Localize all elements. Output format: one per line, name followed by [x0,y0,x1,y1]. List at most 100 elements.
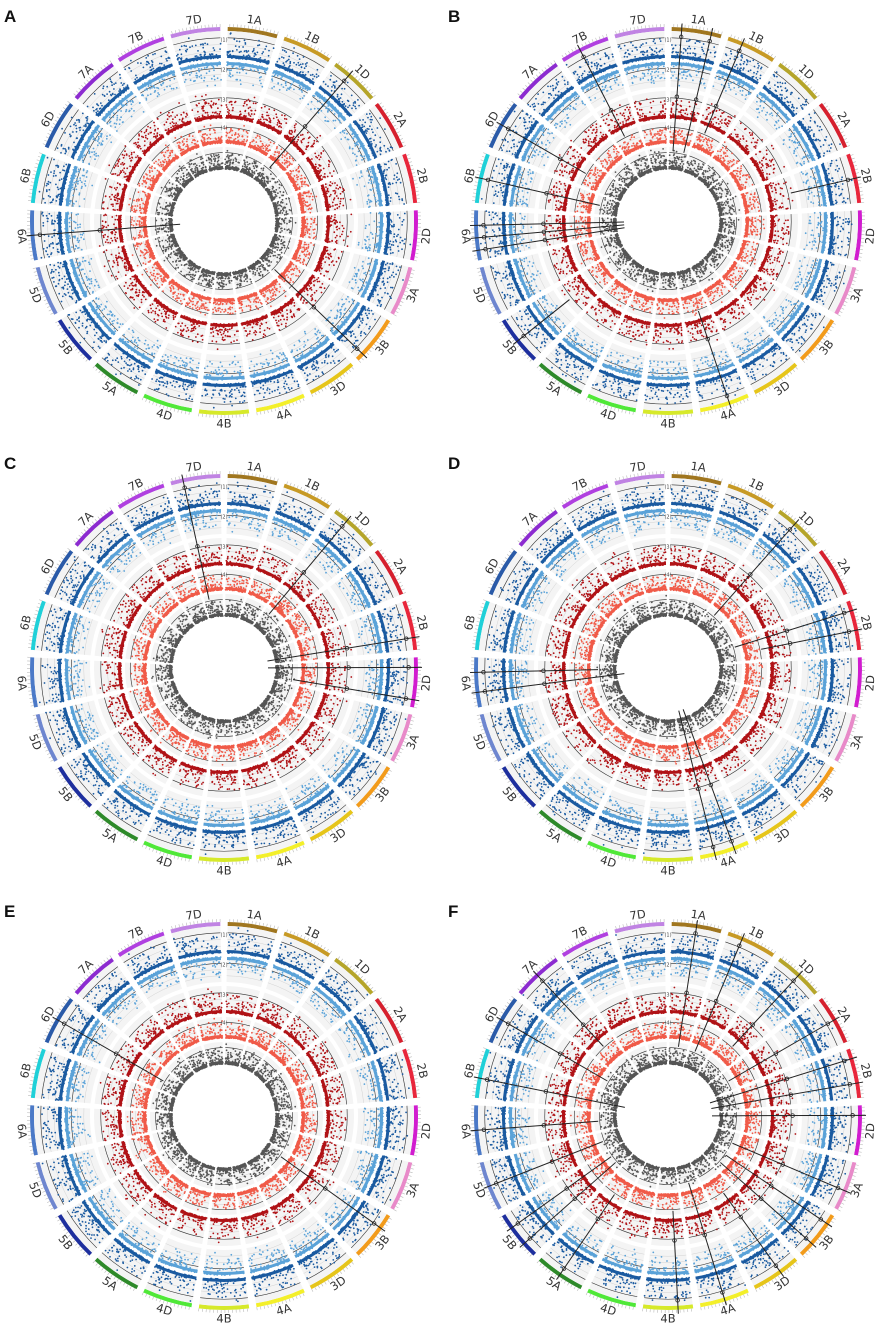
axis-tick [491,580,495,582]
significance-threshold [567,46,611,68]
track-gridline [146,307,172,326]
track5-base [716,648,723,664]
significance-threshold [288,716,305,736]
significance-threshold [128,567,153,590]
axis-tick [483,152,487,155]
track3-points [561,274,597,306]
track2-points [803,211,828,254]
axis-tick [837,124,841,127]
track-gridline [686,320,714,330]
axis-tick [336,1273,340,1277]
track4-base [259,1174,278,1189]
significance-threshold [344,214,348,247]
axis-tick [389,118,393,121]
significance-threshold [309,284,330,310]
axis-tick [184,858,187,862]
axis-tick [414,183,418,185]
significance-threshold [147,834,194,849]
axis-tick [32,714,36,716]
track3-base [714,744,739,763]
axis-tick [154,483,157,487]
significance-threshold [727,684,735,702]
track-gridline [146,754,172,773]
axis-tick [49,129,53,132]
track3-base [570,603,587,629]
track4-points [577,239,601,265]
axis-tick [799,522,802,526]
axis-tick [414,256,418,258]
track2-base [509,612,522,654]
axis-tick [847,294,851,296]
significant-snp-marker [696,786,701,792]
significance-threshold [550,543,580,571]
track3-points [324,1109,347,1140]
axis-tick [477,617,481,619]
track-gridline [147,534,181,551]
significance-threshold [783,625,792,657]
track4-base [269,1049,287,1067]
significance-threshold [489,712,508,757]
chromosome-7d: 7D [614,459,668,619]
significant-snp-marker [481,222,486,228]
axis-tick [58,113,62,116]
track-gridline [107,627,115,658]
significance-threshold [788,127,810,163]
track4-base [278,1156,294,1175]
axis-tick [30,632,34,634]
axis-tick [718,855,720,859]
significance-threshold [71,167,82,207]
track4-base [598,708,614,727]
track3-base [609,120,636,135]
axis-tick [404,1185,408,1188]
chromosome-2b: 2B [716,600,875,664]
axis-tick [410,1168,414,1170]
axis-tick [551,824,554,828]
track3-points [131,569,165,603]
track5-points [683,602,707,626]
axis-tick [148,400,151,404]
track4-points [247,580,273,604]
track-gridline [702,116,729,130]
track-gridline [603,152,620,169]
significance-threshold [544,625,553,657]
axis-tick [342,373,346,377]
track2-points [248,349,291,378]
significance-threshold [725,46,769,68]
track-gridline [731,772,762,794]
axis-tick [852,608,856,610]
axis-tick [72,345,76,348]
track5-base [668,166,684,172]
track4-base [729,171,743,192]
chromosome-6b: 6B [17,152,176,217]
axis-tick [78,534,82,538]
track-gridline [340,1026,360,1060]
axis-tick [296,933,299,937]
track-gridline [779,135,798,168]
chromosome-band [334,509,374,547]
axis-tick [313,46,316,50]
axis-tick [302,845,305,849]
track-gridline [606,683,614,699]
axis-tick [400,585,403,587]
track1-base [62,260,82,302]
axis-tick [376,341,379,344]
chromosome-4a: 4A [232,714,305,870]
axis-tick [378,785,382,788]
chromosome-label: 7B [126,28,146,47]
track1-points [319,74,361,117]
track4-base [589,239,600,261]
significance-threshold [670,544,703,550]
axis-tick [839,758,843,761]
track1-base [178,502,221,512]
track-label: (3) [664,98,671,104]
chromosome-3a: 3A [269,1127,422,1212]
track-gridline [187,301,210,309]
axis-tick [119,385,122,389]
significance-threshold [331,1145,344,1176]
track-gridline [687,326,717,337]
track2-base [203,822,245,827]
axis-tick [765,388,768,392]
track-gridline [243,773,273,784]
axis-tick [101,819,104,823]
chromosome-label: 1B [302,475,322,494]
